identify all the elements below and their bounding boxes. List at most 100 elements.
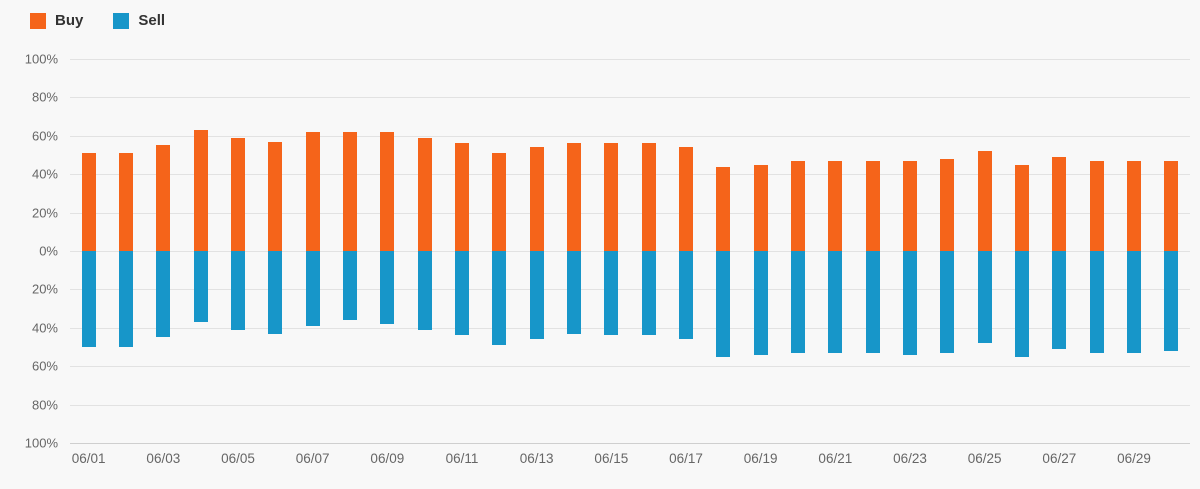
bar-sell-06-29[interactable] xyxy=(1127,251,1141,353)
gridline xyxy=(70,59,1190,60)
bar-buy-06-13[interactable] xyxy=(529,147,544,251)
plot-area xyxy=(70,59,1190,444)
legend-label-buy: Buy xyxy=(55,12,84,29)
x-axis-labels: 06/01 06/03 06/05 06/07 06/09 06/11 06/13 06/15… xyxy=(70,451,1190,473)
gridline xyxy=(70,251,1190,252)
bar-buy-06-26[interactable] xyxy=(1015,164,1029,251)
x-axis-tick-label: 06/19 xyxy=(743,451,778,466)
bar-buy-06-02[interactable] xyxy=(119,153,133,251)
bar-sell-06-24[interactable] xyxy=(940,251,955,353)
x-axis-tick-label: 06/11 xyxy=(445,451,479,466)
gridline xyxy=(70,366,1190,368)
legend-item-buy[interactable]: Buy xyxy=(30,12,83,29)
gridline xyxy=(70,289,1190,291)
bar-sell-06-09[interactable] xyxy=(380,251,395,324)
legend-label-sell: Sell xyxy=(138,12,166,29)
bar-buy-06-06[interactable] xyxy=(268,141,283,251)
bar-sell-06-20[interactable] xyxy=(791,251,805,353)
gridline xyxy=(70,97,1190,99)
bar-sell-06-23[interactable] xyxy=(903,251,917,355)
bar-buy-06-30[interactable] xyxy=(1164,160,1179,251)
x-axis-tick-label: 06/17 xyxy=(669,451,703,466)
bar-sell-06-28[interactable] xyxy=(1089,251,1104,353)
bar-buy-06-19[interactable] xyxy=(753,164,768,251)
x-axis-tick-label: 06/27 xyxy=(1042,451,1077,466)
bar-buy-06-22[interactable] xyxy=(865,160,880,251)
y-axis-tick-label: 20% xyxy=(31,205,58,221)
bar-sell-06-03[interactable] xyxy=(156,251,171,338)
bar-sell-06-05[interactable] xyxy=(231,251,245,330)
bar-sell-06-10[interactable] xyxy=(417,251,432,330)
bar-sell-06-04[interactable] xyxy=(193,251,208,323)
bar-sell-06-21[interactable] xyxy=(828,251,843,353)
gridline xyxy=(70,404,1190,406)
bar-sell-06-15[interactable] xyxy=(604,251,619,336)
bar-buy-06-29[interactable] xyxy=(1127,160,1141,251)
bar-sell-06-06[interactable] xyxy=(268,251,283,334)
x-axis-tick-label: 06/25 xyxy=(967,451,1002,466)
bar-sell-06-12[interactable] xyxy=(492,251,507,346)
x-axis-tick-label: 06/23 xyxy=(893,451,927,466)
bar-buy-06-18[interactable] xyxy=(716,166,731,251)
x-axis-tick-label: 06/21 xyxy=(818,451,853,466)
bar-buy-06-15[interactable] xyxy=(604,143,619,251)
y-axis-tick-label: 40% xyxy=(31,320,58,336)
bar-sell-06-11[interactable] xyxy=(455,251,469,336)
x-axis-tick-label: 06/01 xyxy=(71,451,106,466)
y-axis-tick-label: 60% xyxy=(31,358,58,374)
bar-buy-06-04[interactable] xyxy=(193,130,208,251)
bar-buy-06-27[interactable] xyxy=(1052,156,1067,251)
bar-buy-06-05[interactable] xyxy=(231,137,245,251)
bar-sell-06-19[interactable] xyxy=(753,251,768,355)
bar-sell-06-18[interactable] xyxy=(716,251,731,357)
gridline xyxy=(70,443,1190,444)
x-axis-tick-label: 06/07 xyxy=(295,451,330,466)
y-axis-tick-label: 100% xyxy=(24,435,58,451)
bar-buy-06-11[interactable] xyxy=(455,143,469,251)
bar-buy-06-17[interactable] xyxy=(679,147,693,251)
bar-buy-06-16[interactable] xyxy=(641,143,656,251)
bar-buy-06-07[interactable] xyxy=(305,131,320,251)
gridline xyxy=(70,327,1190,329)
bar-sell-06-01[interactable] xyxy=(81,251,96,347)
bar-buy-06-09[interactable] xyxy=(380,131,395,251)
gridline xyxy=(70,135,1190,137)
bar-buy-06-10[interactable] xyxy=(417,137,432,251)
bar-sell-06-25[interactable] xyxy=(977,251,992,344)
x-axis-tick-label: 06/15 xyxy=(594,451,629,466)
bar-buy-06-14[interactable] xyxy=(567,143,581,251)
bar-buy-06-21[interactable] xyxy=(828,160,843,251)
x-axis-tick-label: 06/29 xyxy=(1117,451,1151,466)
bar-buy-06-24[interactable] xyxy=(940,158,955,251)
y-axis-tick-label: 100% xyxy=(24,51,58,67)
y-axis-tick-label: 40% xyxy=(31,166,58,182)
bar-buy-06-28[interactable] xyxy=(1089,160,1104,251)
bar-buy-06-03[interactable] xyxy=(156,145,171,251)
bar-sell-06-30[interactable] xyxy=(1164,251,1179,351)
x-axis-tick-label: 06/03 xyxy=(146,451,181,466)
bar-buy-06-20[interactable] xyxy=(791,160,805,251)
bar-sell-06-27[interactable] xyxy=(1052,251,1067,349)
x-axis-tick-label: 06/09 xyxy=(370,451,405,466)
bar-sell-06-08[interactable] xyxy=(343,251,357,321)
gridline xyxy=(70,212,1190,214)
bar-sell-06-02[interactable] xyxy=(119,251,133,347)
legend: Buy Sell xyxy=(30,12,165,29)
x-axis-tick-label: 06/13 xyxy=(519,451,554,466)
bar-sell-06-14[interactable] xyxy=(567,251,581,334)
bar-buy-06-08[interactable] xyxy=(343,131,357,251)
bar-sell-06-07[interactable] xyxy=(305,251,320,326)
y-axis-tick-label: 80% xyxy=(31,89,58,105)
legend-item-sell[interactable]: Sell xyxy=(113,12,165,29)
bar-buy-06-25[interactable] xyxy=(977,151,992,251)
bar-sell-06-16[interactable] xyxy=(641,251,656,336)
bar-buy-06-23[interactable] xyxy=(903,160,917,251)
bar-buy-06-12[interactable] xyxy=(492,153,507,251)
bar-buy-06-01[interactable] xyxy=(81,153,96,251)
bar-sell-06-13[interactable] xyxy=(529,251,544,340)
gridline xyxy=(70,174,1190,176)
bar-sell-06-22[interactable] xyxy=(865,251,880,353)
bar-sell-06-17[interactable] xyxy=(679,251,693,340)
bar-sell-06-26[interactable] xyxy=(1015,251,1029,357)
